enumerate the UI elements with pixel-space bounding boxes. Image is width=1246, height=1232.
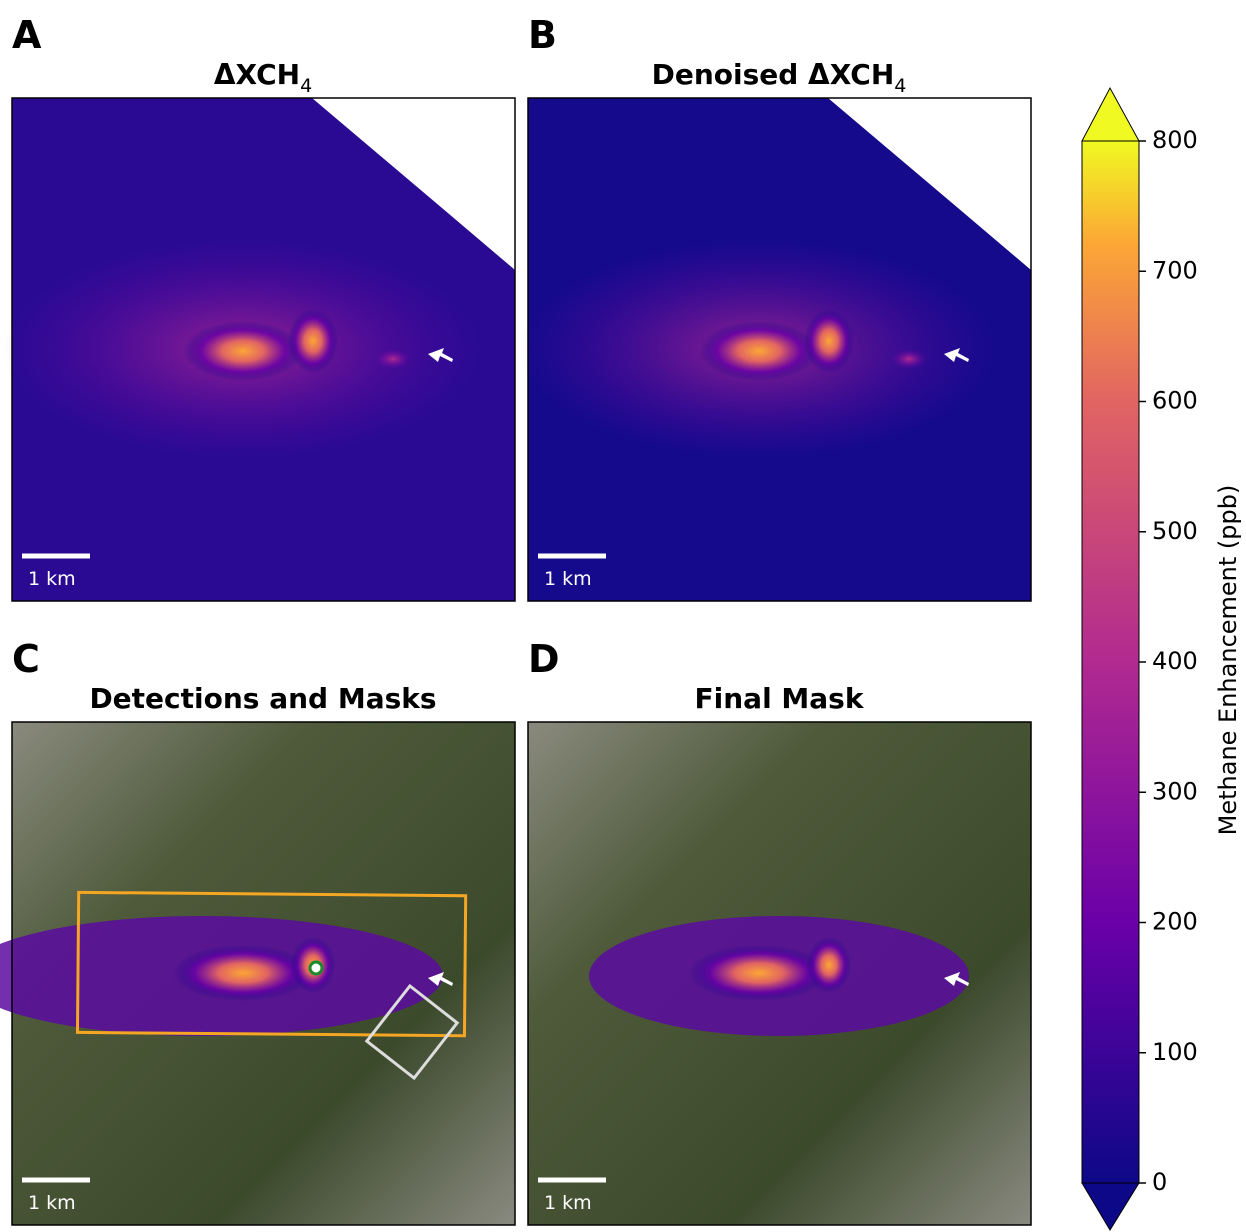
panel-title: Denoised ΔXCH4 [652,58,907,97]
extend-top [1082,88,1139,141]
title-text: Denoised ΔXCH [652,58,895,91]
plume-core [807,937,851,993]
source-point [310,962,322,974]
panel: C Detections and Masks 1 km [0,637,515,1225]
page: {"panels":[ {"letter":"A","title":"ΔXCH"… [0,0,1246,1232]
colorbar: Methane Enhancement (ppb) 0 100 200 300 400 5… [1082,88,1242,1230]
plume-core [699,321,819,381]
plume-core [183,321,303,381]
panel: B Denoised ΔXCH4 1 km [519,13,1031,601]
panel-title: Final Mask [695,682,865,715]
title-subscript: 4 [300,75,312,97]
tick-label: 0 [1152,1168,1167,1196]
tick-label: 300 [1152,777,1198,805]
tick-label: 600 [1152,387,1198,415]
panel: D Final Mask 1 km [528,637,1031,1225]
scale-label: 1 km [544,568,592,590]
tick-label: 800 [1152,126,1198,154]
panel-letter: C [12,637,40,681]
plume-minor [375,349,411,369]
plume-core [804,309,854,373]
title-text: Detections and Masks [89,682,436,715]
plume-core [288,309,338,373]
scale-label: 1 km [28,568,76,590]
panel-letter: A [12,13,42,57]
scale-label: 1 km [544,1192,592,1214]
colorbar-label: Methane Enhancement (ppb) [1214,485,1242,836]
plume-minor [891,349,927,369]
panel-title: ΔXCH4 [214,58,312,97]
title-text: Final Mask [695,682,865,715]
figure: AΔXCH41 kmBDenoised ΔXCH41 kmCDetections… [0,0,1246,1232]
panel: A ΔXCH4 1 km [3,13,515,601]
scale-label: 1 km [28,1192,76,1214]
panel-title: Detections and Masks [89,682,436,715]
colorbar-bar [1082,141,1139,1183]
title-text: ΔXCH [214,58,300,91]
title-subscript: 4 [894,75,906,97]
tick-label: 400 [1152,647,1198,675]
tick-label: 700 [1152,256,1198,284]
extend-bottom [1082,1183,1139,1230]
tick-label: 500 [1152,517,1198,545]
tick-label: 200 [1152,908,1198,936]
panel-letter: D [528,637,560,681]
panel-letter: B [528,13,557,57]
tick-label: 100 [1152,1038,1198,1066]
